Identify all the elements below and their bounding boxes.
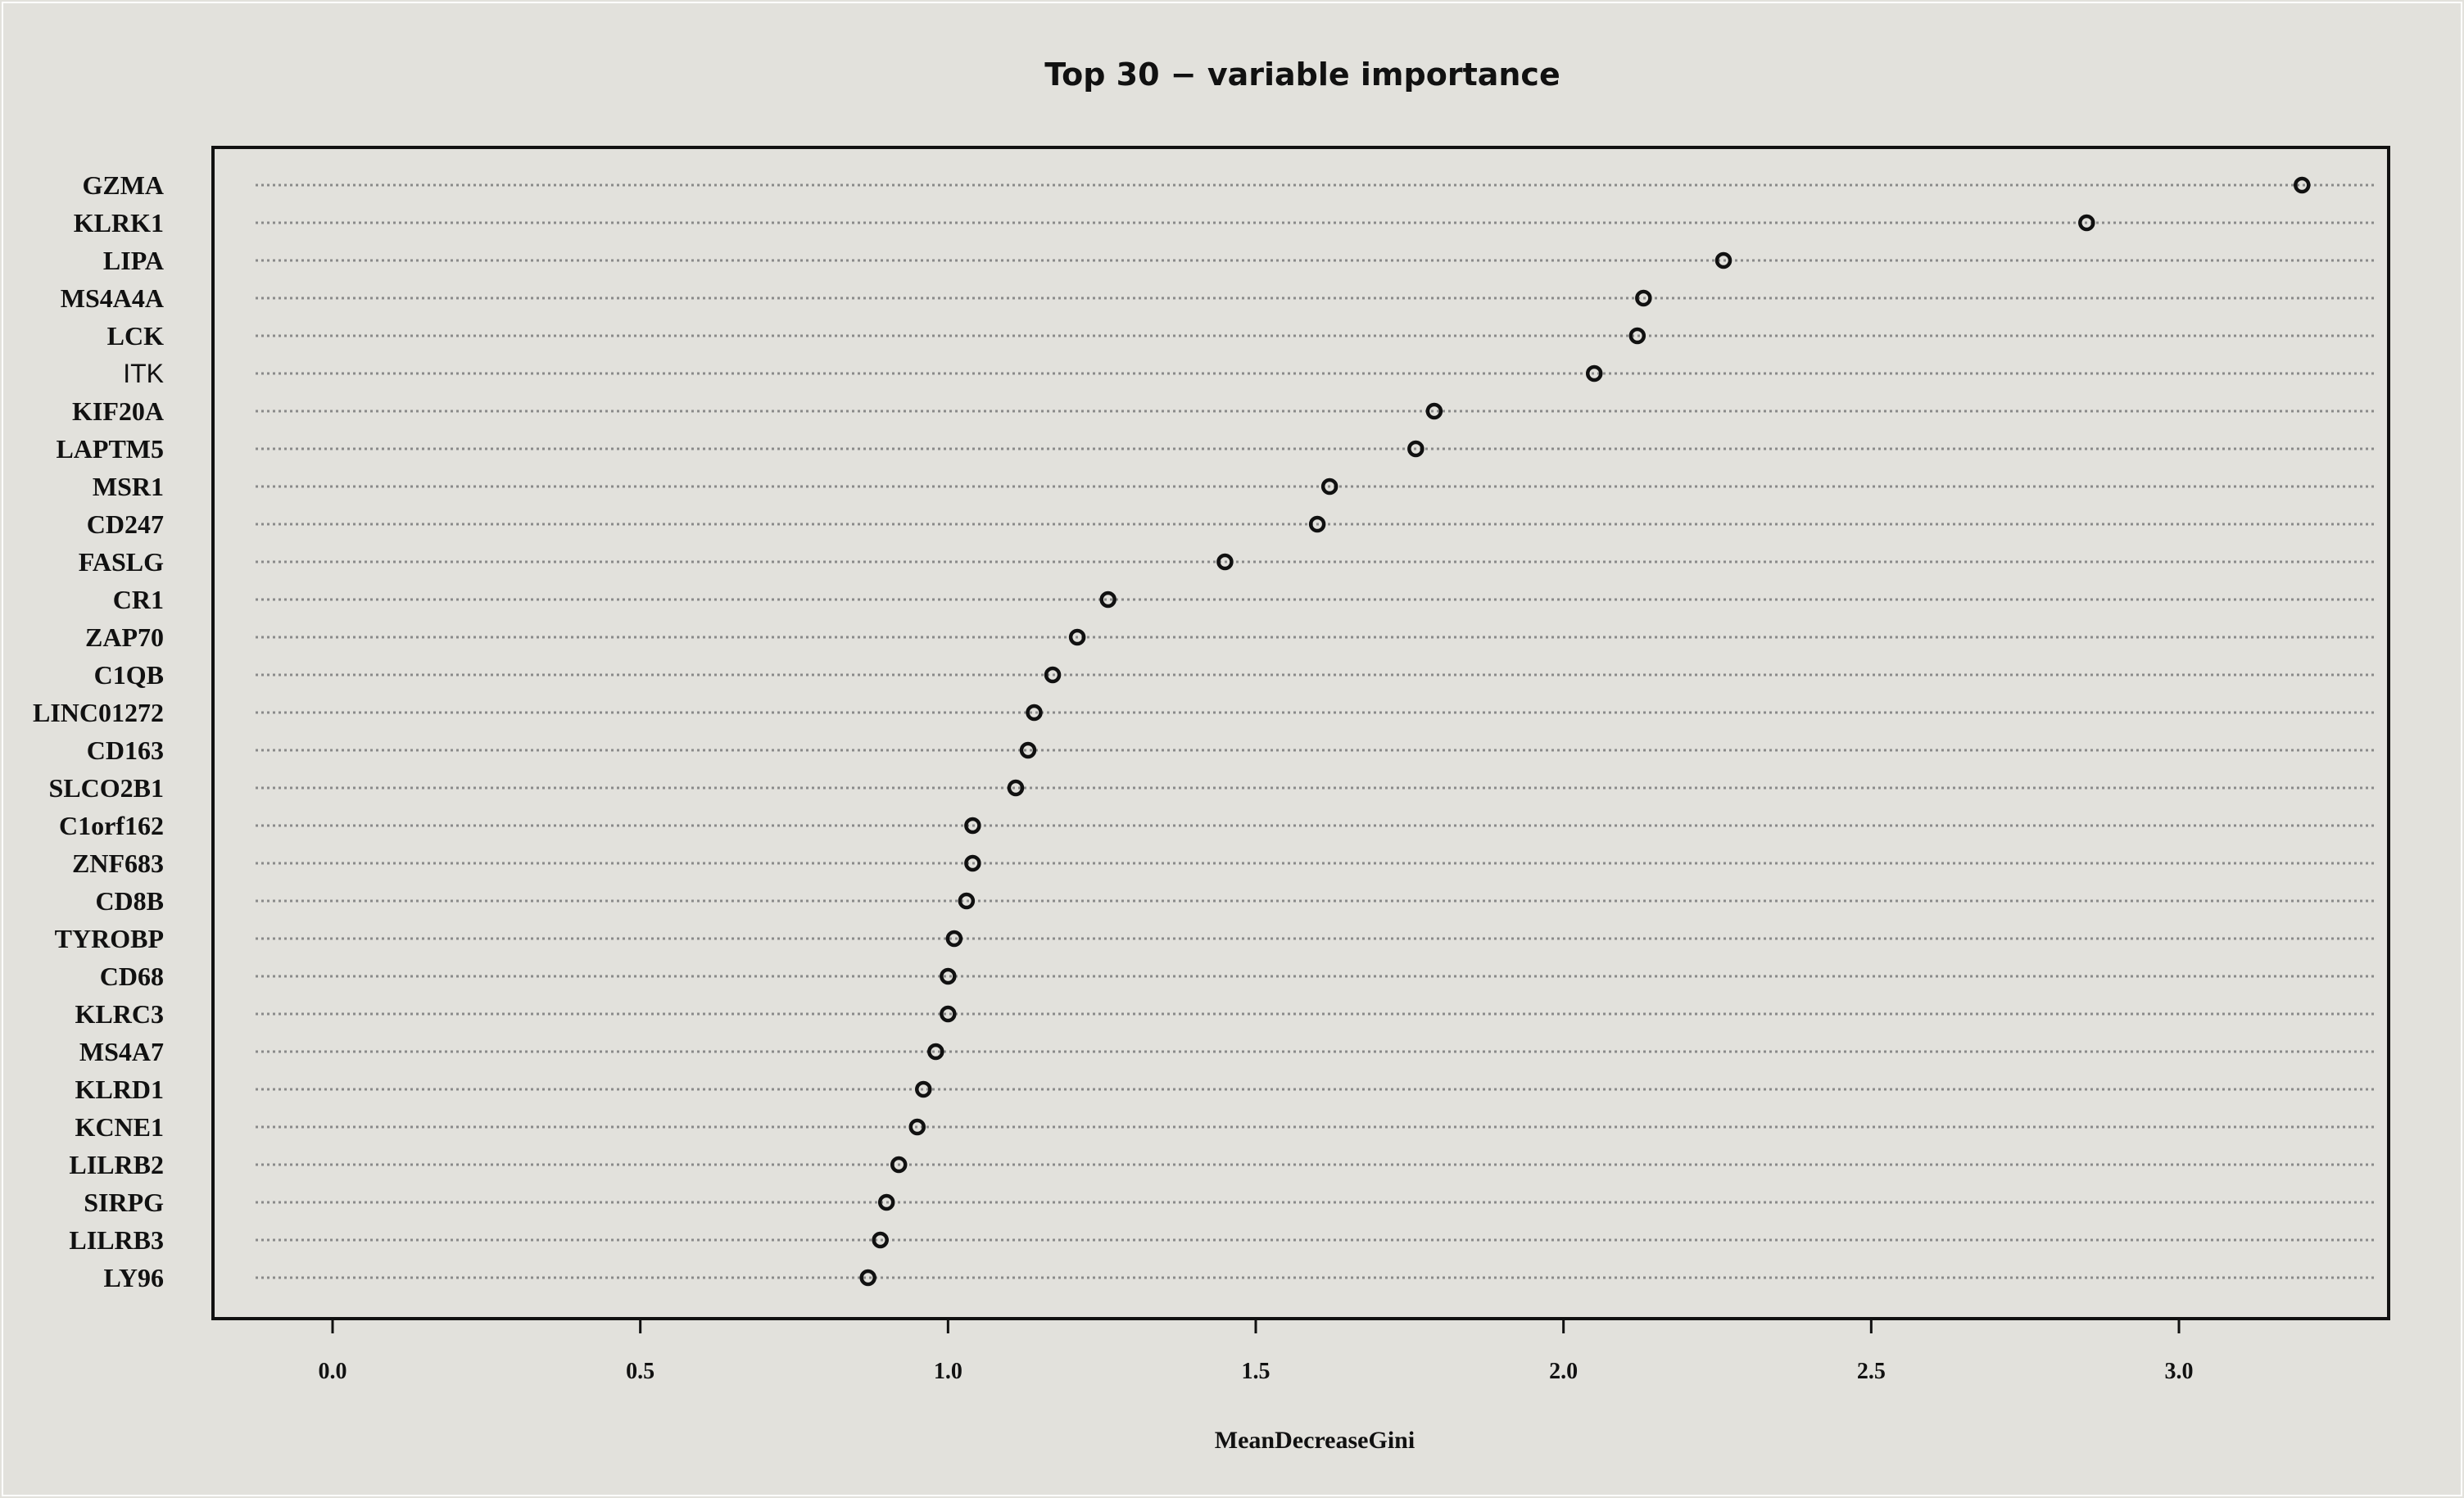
variable-label-slco2b1: SLCO2B1	[49, 773, 164, 803]
x-tick-label: 3.0	[2165, 1359, 2194, 1384]
point-cr1	[1099, 591, 1116, 609]
point-kcne1	[908, 1118, 926, 1136]
variable-label-klrd1: KLRD1	[75, 1075, 164, 1104]
data-points	[859, 176, 2311, 1287]
point-cd163	[1019, 741, 1037, 759]
variable-label-gzma: GZMA	[82, 170, 164, 200]
variable-label-faslg: FASLG	[79, 547, 164, 577]
variable-label-ly96: LY96	[103, 1263, 164, 1292]
variable-label-laptm5: LAPTM5	[56, 434, 164, 464]
point-c1orf162	[964, 817, 981, 835]
point-ms4a4a	[1635, 289, 1652, 307]
variable-label-tyrobp: TYROBP	[55, 924, 164, 953]
point-slco2b1	[1007, 779, 1025, 797]
point-cd68	[940, 967, 957, 985]
point-klrk1	[2078, 214, 2095, 232]
variable-label-msr1: MSR1	[93, 472, 164, 501]
point-tyrobp	[945, 930, 963, 948]
variable-label-c1orf162: C1orf162	[59, 811, 164, 840]
x-tick-label: 1.5	[1242, 1359, 1270, 1384]
point-ly96	[859, 1269, 876, 1287]
point-laptm5	[1407, 440, 1424, 458]
point-klrd1	[915, 1080, 932, 1098]
point-lilrb2	[890, 1156, 908, 1174]
variable-label-itk: ITK	[123, 359, 164, 388]
x-tick-label: 0.5	[626, 1359, 654, 1384]
x-tick-label: 0.0	[319, 1359, 347, 1384]
x-tick-label: 2.0	[1549, 1359, 1578, 1384]
x-tick-label: 2.5	[1857, 1359, 1886, 1384]
variable-label-lilrb2: LILRB2	[69, 1150, 164, 1179]
variable-label-ms4a4a: MS4A4A	[61, 283, 164, 313]
point-znf683	[964, 854, 981, 872]
point-msr1	[1320, 477, 1338, 496]
point-lilrb3	[872, 1231, 889, 1249]
variable-label-znf683: ZNF683	[72, 849, 164, 878]
point-klrc3	[940, 1005, 957, 1023]
variable-label-lipa: LIPA	[103, 246, 164, 275]
variable-label-cr1: CR1	[113, 585, 164, 614]
variable-label-klrc3: KLRC3	[75, 999, 164, 1029]
chart-title: Top 30 − variable importance	[1044, 57, 1560, 93]
point-ms4a7	[927, 1043, 944, 1061]
x-axis-label: MeanDecreaseGini	[1215, 1427, 1415, 1454]
x-axis-ticks: 0.0 0.5 1.0 1.5 2.0 2.5 3.0	[319, 1319, 2194, 1384]
x-tick-label: 1.0	[934, 1359, 962, 1384]
variable-label-cd68: CD68	[100, 962, 164, 991]
variable-label-linc01272: LINC01272	[33, 698, 164, 727]
point-lck	[1628, 327, 1646, 345]
variable-label-ms4a7: MS4A7	[79, 1037, 164, 1066]
gridlines	[256, 183, 2376, 1279]
variable-label-lck: LCK	[107, 321, 164, 351]
point-cd8b	[958, 892, 976, 910]
variable-label-kif20a: KIF20A	[72, 396, 164, 426]
variable-label-cd247: CD247	[87, 509, 164, 539]
point-sirpg	[877, 1193, 895, 1211]
point-gzma	[2294, 176, 2311, 194]
variable-label-zap70: ZAP70	[85, 622, 164, 652]
point-kif20a	[1425, 402, 1443, 420]
variable-label-c1qb: C1QB	[94, 660, 164, 690]
point-lipa	[1714, 251, 1732, 269]
plot-frame	[211, 146, 2390, 1320]
variable-label-klrk1: KLRK1	[74, 208, 164, 238]
variable-label-cd8b: CD8B	[95, 886, 164, 916]
variable-label-cd163: CD163	[87, 735, 164, 765]
point-faslg	[1216, 553, 1234, 571]
variable-label-lilrb3: LILRB3	[69, 1225, 164, 1255]
point-cd247	[1308, 515, 1326, 533]
point-itk	[1585, 364, 1603, 382]
point-zap70	[1068, 628, 1086, 646]
point-c1qb	[1044, 666, 1062, 684]
point-linc01272	[1026, 704, 1043, 722]
variable-labels: GZMA KLRK1 LIPA MS4A4A LCK ITK KIF20A LAPTM5 MSR…	[33, 170, 164, 1292]
variable-label-kcne1: KCNE1	[75, 1112, 164, 1142]
variable-label-sirpg: SIRPG	[84, 1188, 164, 1217]
